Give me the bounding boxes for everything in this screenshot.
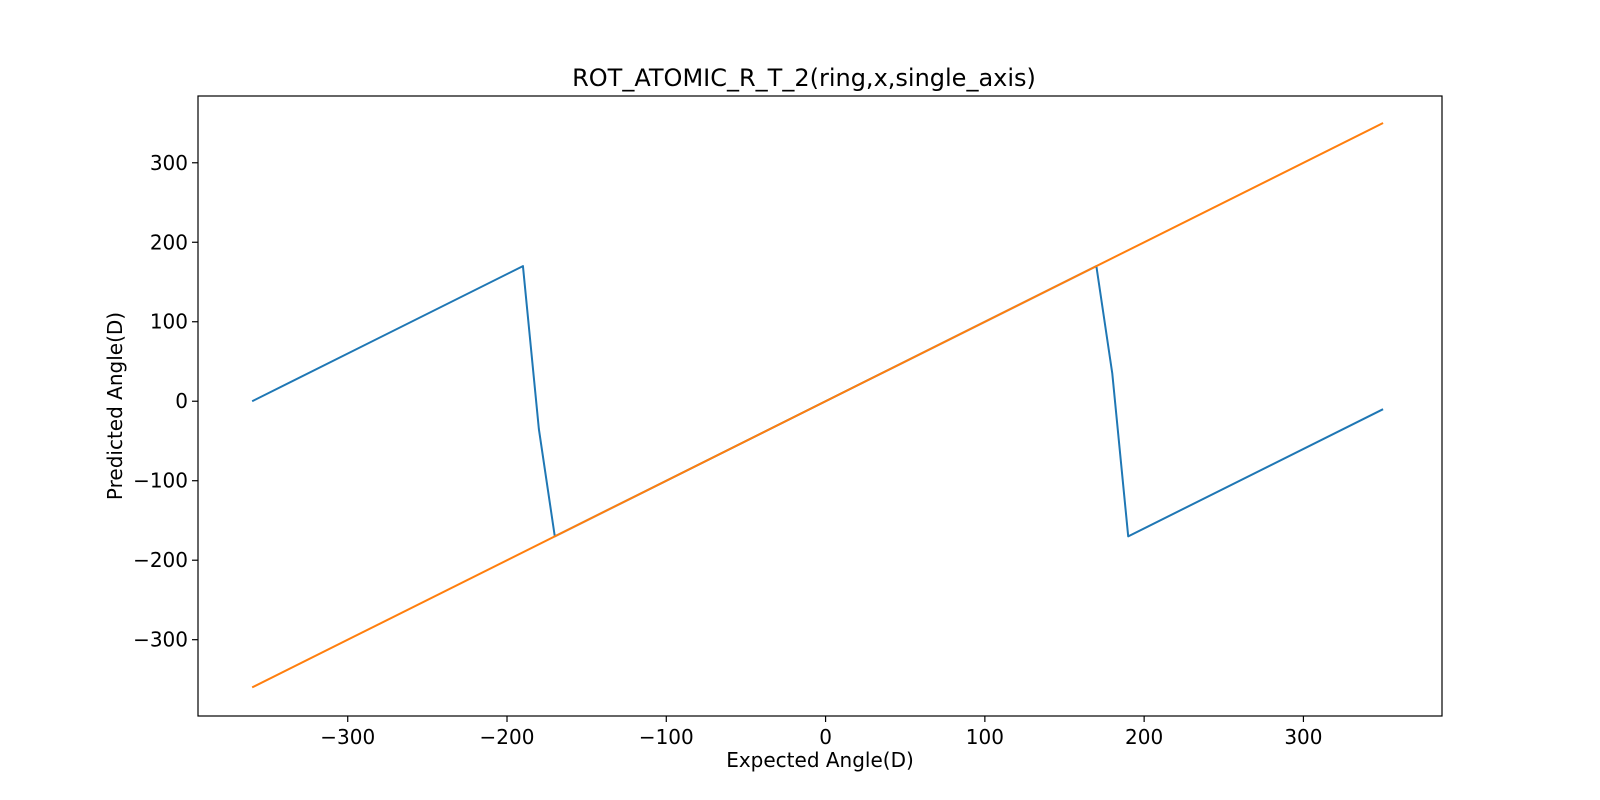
x-tick-label: −200: [480, 725, 535, 749]
y-tick-label: 200: [150, 230, 188, 254]
series-layer: [251, 122, 1384, 689]
y-tick-label: −200: [133, 548, 188, 572]
chart-title: ROT_ATOMIC_R_T_2(ring,x,single_axis): [572, 64, 1036, 92]
x-tick-label: 0: [819, 725, 832, 749]
y-axis-label: Predicted Angle(D): [103, 312, 127, 500]
y-axis: −300 −200 −100 0 100 200 300: [133, 151, 198, 652]
x-tick-label: −100: [639, 725, 694, 749]
plot-frame: [197, 95, 1443, 717]
y-tick-label: 300: [150, 151, 188, 175]
x-tick-label: 300: [1284, 725, 1322, 749]
x-tick-label: 200: [1125, 725, 1163, 749]
y-tick-label: 0: [175, 389, 188, 413]
x-axis: −300 −200 −100 0 100 200 300: [320, 716, 1323, 749]
x-tick-label: −300: [320, 725, 375, 749]
y-tick-label: 100: [150, 310, 188, 334]
y-tick-label: −300: [133, 628, 188, 652]
y-tick-label: −100: [133, 469, 188, 493]
x-axis-label: Expected Angle(D): [726, 748, 914, 772]
x-tick-label: 100: [966, 725, 1004, 749]
series-line-2: [251, 122, 1384, 689]
